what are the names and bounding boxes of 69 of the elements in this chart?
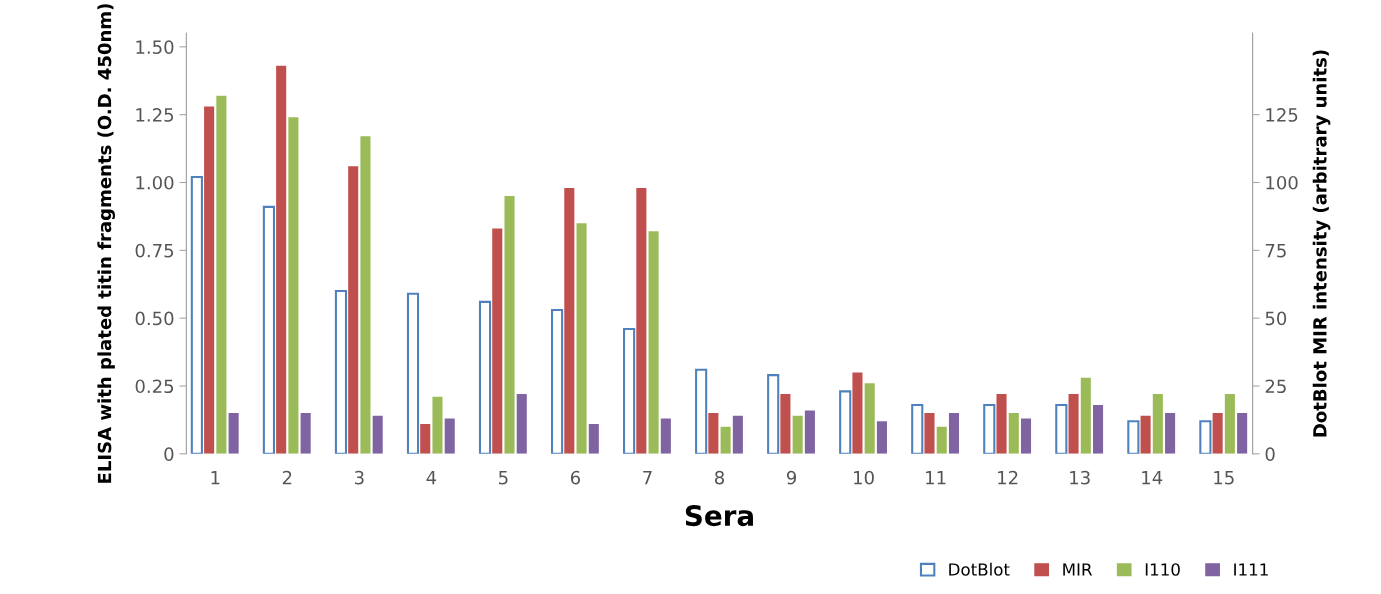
bar xyxy=(420,423,431,454)
bar xyxy=(216,95,227,454)
x-tick-label: 4 xyxy=(426,471,437,485)
x-tick-label: 5 xyxy=(499,471,508,485)
bar xyxy=(360,136,371,454)
y-tick-label: 0 xyxy=(164,447,174,461)
bar xyxy=(792,415,803,454)
x-tick-label: 10 xyxy=(854,470,874,485)
bar xyxy=(1020,418,1032,454)
y-tick-label: 0.50 xyxy=(135,311,174,326)
x-tick-label: 15 xyxy=(1214,471,1234,485)
legend-label: DotBlot xyxy=(949,562,1010,576)
x-tick-label: 9 xyxy=(786,470,797,485)
x-tick-label: 7 xyxy=(643,471,652,485)
y2-tick-label: 100 xyxy=(1266,175,1298,190)
bar xyxy=(432,396,443,454)
y2-tick-label: 0 xyxy=(1265,447,1275,461)
x-tick-label: 1 xyxy=(211,471,220,485)
y-tick-label: 1.50 xyxy=(136,40,174,54)
bar xyxy=(288,117,299,454)
bar xyxy=(936,426,947,454)
x-tick-label: 2 xyxy=(282,470,292,485)
y-tick-label: 0.25 xyxy=(135,379,174,394)
bar xyxy=(1152,394,1163,454)
x-tick-label: 6 xyxy=(570,470,581,485)
bar xyxy=(695,368,708,454)
y2-tick-label: 125 xyxy=(1266,108,1298,122)
bar xyxy=(1008,413,1019,454)
bar xyxy=(372,415,383,454)
legend-label: I110 xyxy=(1145,563,1180,576)
bar xyxy=(636,187,647,454)
y-tick-label: 0.75 xyxy=(135,243,174,258)
y2-tick-label: 25 xyxy=(1265,379,1286,394)
y2-tick-label: 50 xyxy=(1265,311,1287,326)
bar xyxy=(300,413,311,454)
x-tick-label: 8 xyxy=(714,470,725,485)
bar xyxy=(876,421,887,454)
bar xyxy=(1165,413,1176,454)
legend-label: MIR xyxy=(1063,563,1093,576)
legend-label: I111 xyxy=(1234,563,1268,576)
x-tick-label: 14 xyxy=(1142,471,1163,485)
bar xyxy=(516,394,527,454)
bar xyxy=(660,418,671,454)
bar xyxy=(504,196,515,454)
bar xyxy=(864,383,875,454)
x-tick-label: 11 xyxy=(926,471,946,485)
bar xyxy=(648,231,659,454)
y-tick-label: 1.00 xyxy=(136,175,174,190)
x-tick-label: 13 xyxy=(1070,470,1090,485)
bar xyxy=(720,426,731,454)
x-tick-label: 3 xyxy=(354,470,364,485)
bar xyxy=(1237,413,1248,454)
y2-axis-title: DotBlot MIR intensity (arbitrary units) xyxy=(1312,50,1331,437)
bar xyxy=(576,223,587,454)
bar xyxy=(732,415,743,454)
bar xyxy=(228,413,239,454)
bar xyxy=(406,292,420,454)
bar xyxy=(1093,404,1104,454)
bar xyxy=(948,413,960,454)
y2-tick-label: 75 xyxy=(1265,244,1286,258)
y-tick-label: 1.25 xyxy=(136,108,174,122)
bar xyxy=(1080,377,1091,454)
y-axis-title: ELISA with plated titin fragments (O.D. 450nm) xyxy=(97,4,115,483)
x-axis-title: Sera xyxy=(685,505,753,527)
x-tick-label: 12 xyxy=(998,470,1018,485)
bar xyxy=(804,410,815,454)
bar xyxy=(444,418,455,454)
bar xyxy=(588,423,599,454)
bar xyxy=(1224,394,1235,454)
